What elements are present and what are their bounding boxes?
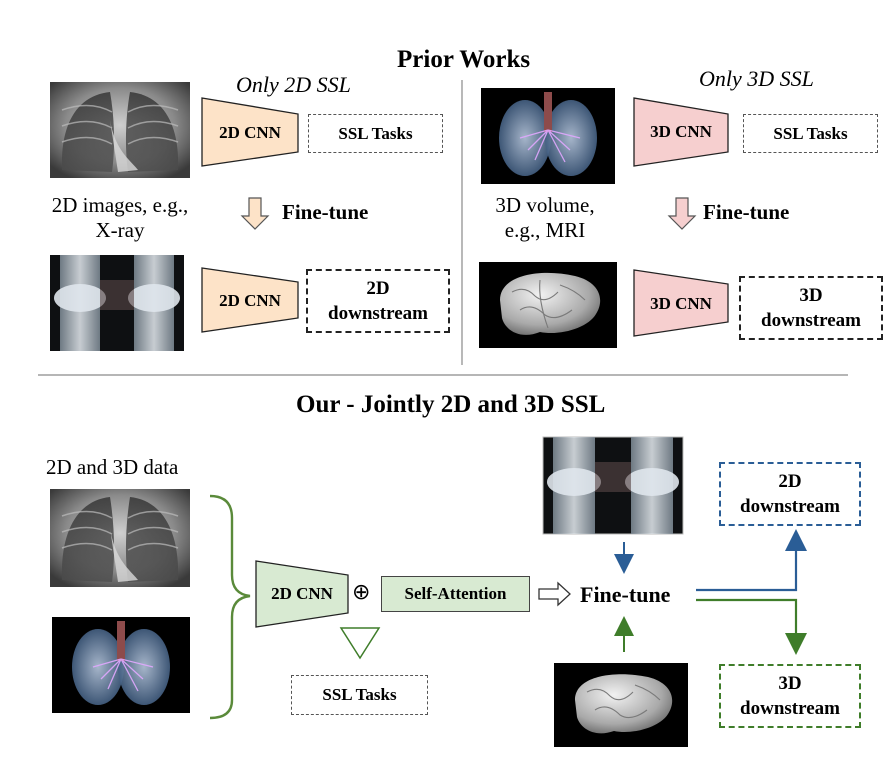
cnn-ours-label: 2D CNN [271,584,333,603]
self-attention-box: Self-Attention [381,576,530,612]
finetune-to-2d-arrow [696,529,807,592]
caption-2d-line1: 2D images, e.g., [51,193,189,217]
ssl-triangle [339,627,381,660]
downstream-3d-ours-line1: 3D [778,673,802,694]
chest-xray-image-top-left [50,82,190,178]
ssl-tasks-box-2d: SSL Tasks [308,114,443,153]
cnn-2d-trapezoid-bottom [201,267,299,333]
caption-2d-line2: X-ray [95,218,145,242]
cnn-3d-label-bottom: 3D CNN [650,294,712,313]
downstream-3d-ours-line2: downstream [740,698,840,719]
cnn-3d-label-top: 3D CNN [650,122,712,141]
finetune-arrow-right [667,197,697,230]
caption-3d-line2: e.g., MRI [504,218,586,242]
downstream-3d-line1: 3D [799,285,823,306]
only-2d-ssl-heading: Only 2D SSL [236,72,351,97]
cnn-2d-trapezoid-top [201,97,299,167]
curly-brace [209,494,251,720]
cnn-ours-trapezoid [255,560,349,628]
downstream-3d-line2: downstream [761,310,861,331]
finetune-arrow-left [240,197,270,230]
downstream-2d-line1: 2D [366,278,390,299]
downstream-3d-box-ours: 3D downstream [719,664,861,728]
knee-xray-image-left [50,255,184,351]
caption-3d-line1: 3D volume, [495,193,595,217]
only-3d-ssl-heading: Only 3D SSL [699,66,814,91]
downstream-2d-box-ours: 2D downstream [719,462,861,526]
cnn-3d-trapezoid-top [633,97,729,167]
plus-icon: ⊕ [352,580,371,605]
finetune-to-3d-arrow [696,598,807,655]
finetune-label-ours: Fine-tune [580,582,671,607]
prior-works-title: Prior Works [397,46,531,73]
data-label: 2D and 3D data [46,455,179,479]
finetune-label-left: Fine-tune [282,200,369,224]
downstream-3d-box-prior: 3D downstream [739,276,883,340]
knee-xray-image-bottom [542,436,684,535]
cnn-2d-label-bottom: 2D CNN [219,291,281,310]
downstream-2d-box-prior: 2D downstream [306,269,450,333]
brain-3d-image-right [479,262,617,348]
cnn-2d-label-top: 2D CNN [219,123,281,142]
brain-3d-image-bottom [554,663,688,747]
ssl-tasks-box-ours: SSL Tasks [291,675,428,715]
caption-2d-images: 2D images, e.g., X-ray [20,193,220,243]
downstream-2d-ours-line1: 2D [778,471,802,492]
ours-title: Our - Jointly 2D and 3D SSL [296,391,606,418]
attention-to-finetune-arrow [538,581,571,607]
chest-xray-image-bottom [50,489,190,587]
lung-3d-image-top-right [481,88,615,184]
downstream-2d-line2: downstream [328,303,428,324]
ssl-tasks-box-3d: SSL Tasks [743,114,878,153]
finetune-label-right: Fine-tune [703,200,790,224]
downstream-2d-ours-line2: downstream [740,496,840,517]
cnn-3d-trapezoid-bottom [633,269,729,337]
caption-3d-volume: 3D volume, e.g., MRI [470,193,620,243]
lung-3d-image-bottom [52,617,190,713]
